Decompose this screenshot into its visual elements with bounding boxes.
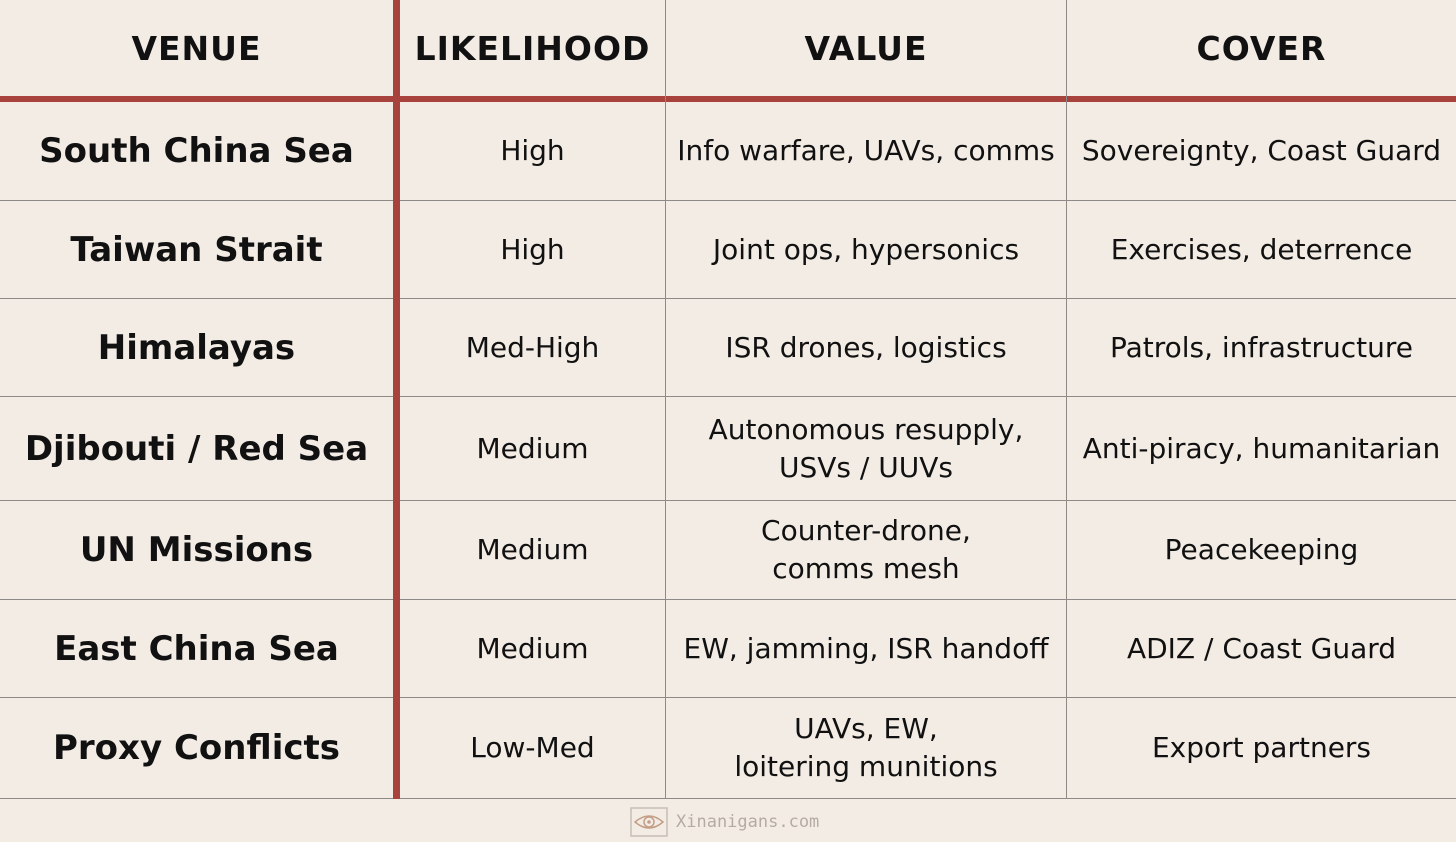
venue-cell: UN Missions <box>79 530 314 570</box>
value-cell: UAVs, EW, loitering munitions <box>734 712 998 783</box>
header-likelihood: LIKELIHOOD <box>414 28 651 68</box>
table-row: Himalayas Med-High ISR drones, logistics… <box>0 299 1456 396</box>
value-cell: Info warfare, UAVs, comms <box>677 134 1055 167</box>
venue-cell: Djibouti / Red Sea <box>24 428 369 469</box>
row-divider <box>0 697 1456 698</box>
likelihood-cell: High <box>500 232 565 266</box>
eye-logo-icon <box>630 807 668 837</box>
venue-cell: South China Sea <box>39 131 354 171</box>
likelihood-cell: Low-Med <box>470 731 595 764</box>
venue-cell: East China Sea <box>54 628 339 669</box>
cover-cell: Export partners <box>1151 731 1372 764</box>
cover-cell: Peacekeeping <box>1164 533 1359 566</box>
likelihood-cell: Medium <box>476 533 589 566</box>
venue-table: VENUE LIKELIHOOD VALUE COVER South China… <box>0 0 1456 799</box>
table-header: VENUE LIKELIHOOD VALUE COVER <box>0 0 1456 96</box>
watermark-text: Xinanigans.com <box>676 812 820 832</box>
table-row: Proxy Conflicts Low-Med UAVs, EW, loiter… <box>0 698 1456 798</box>
venue-cell: Himalayas <box>97 327 296 368</box>
cover-cell: Sovereignty, Coast Guard <box>1081 134 1442 167</box>
column-divider <box>665 0 666 799</box>
cover-cell: Exercises, deterrence <box>1110 232 1413 266</box>
row-divider <box>0 599 1456 600</box>
header-venue: VENUE <box>131 28 262 68</box>
row-divider <box>0 500 1456 501</box>
table-row: East China Sea Medium EW, jamming, ISR h… <box>0 600 1456 697</box>
value-cell: Joint ops, hypersonics <box>712 232 1020 266</box>
value-cell: EW, jamming, ISR handoff <box>683 631 1049 665</box>
row-divider <box>0 396 1456 397</box>
row-divider <box>0 298 1456 299</box>
column-divider <box>1066 0 1067 799</box>
table-row: Taiwan Strait High Joint ops, hypersonic… <box>0 201 1456 298</box>
likelihood-cell: Medium <box>476 431 589 465</box>
watermark: Xinanigans.com <box>630 806 819 838</box>
header-value: VALUE <box>804 28 928 68</box>
cover-cell: Patrols, infrastructure <box>1109 330 1414 364</box>
table-bottom-border <box>0 798 1456 799</box>
value-cell: Counter-drone, comms mesh <box>761 514 971 585</box>
value-cell: Autonomous resupply, USVs / UUVs <box>708 412 1024 484</box>
header-divider <box>0 96 1456 102</box>
likelihood-cell: High <box>500 134 565 167</box>
row-divider <box>0 200 1456 201</box>
venue-column-divider <box>393 0 400 799</box>
likelihood-cell: Medium <box>476 631 589 665</box>
table-row: UN Missions Medium Counter-drone, comms … <box>0 501 1456 599</box>
table-row: South China Sea High Info warfare, UAVs,… <box>0 102 1456 200</box>
cover-cell: ADIZ / Coast Guard <box>1126 631 1397 665</box>
venue-cell: Taiwan Strait <box>70 229 323 270</box>
venue-cell: Proxy Conflicts <box>53 728 340 768</box>
table-row: Djibouti / Red Sea Medium Autonomous res… <box>0 397 1456 500</box>
likelihood-cell: Med-High <box>465 330 600 364</box>
header-cover: COVER <box>1196 28 1327 68</box>
value-cell: ISR drones, logistics <box>725 330 1007 364</box>
cover-cell: Anti-piracy, humanitarian <box>1082 431 1441 465</box>
